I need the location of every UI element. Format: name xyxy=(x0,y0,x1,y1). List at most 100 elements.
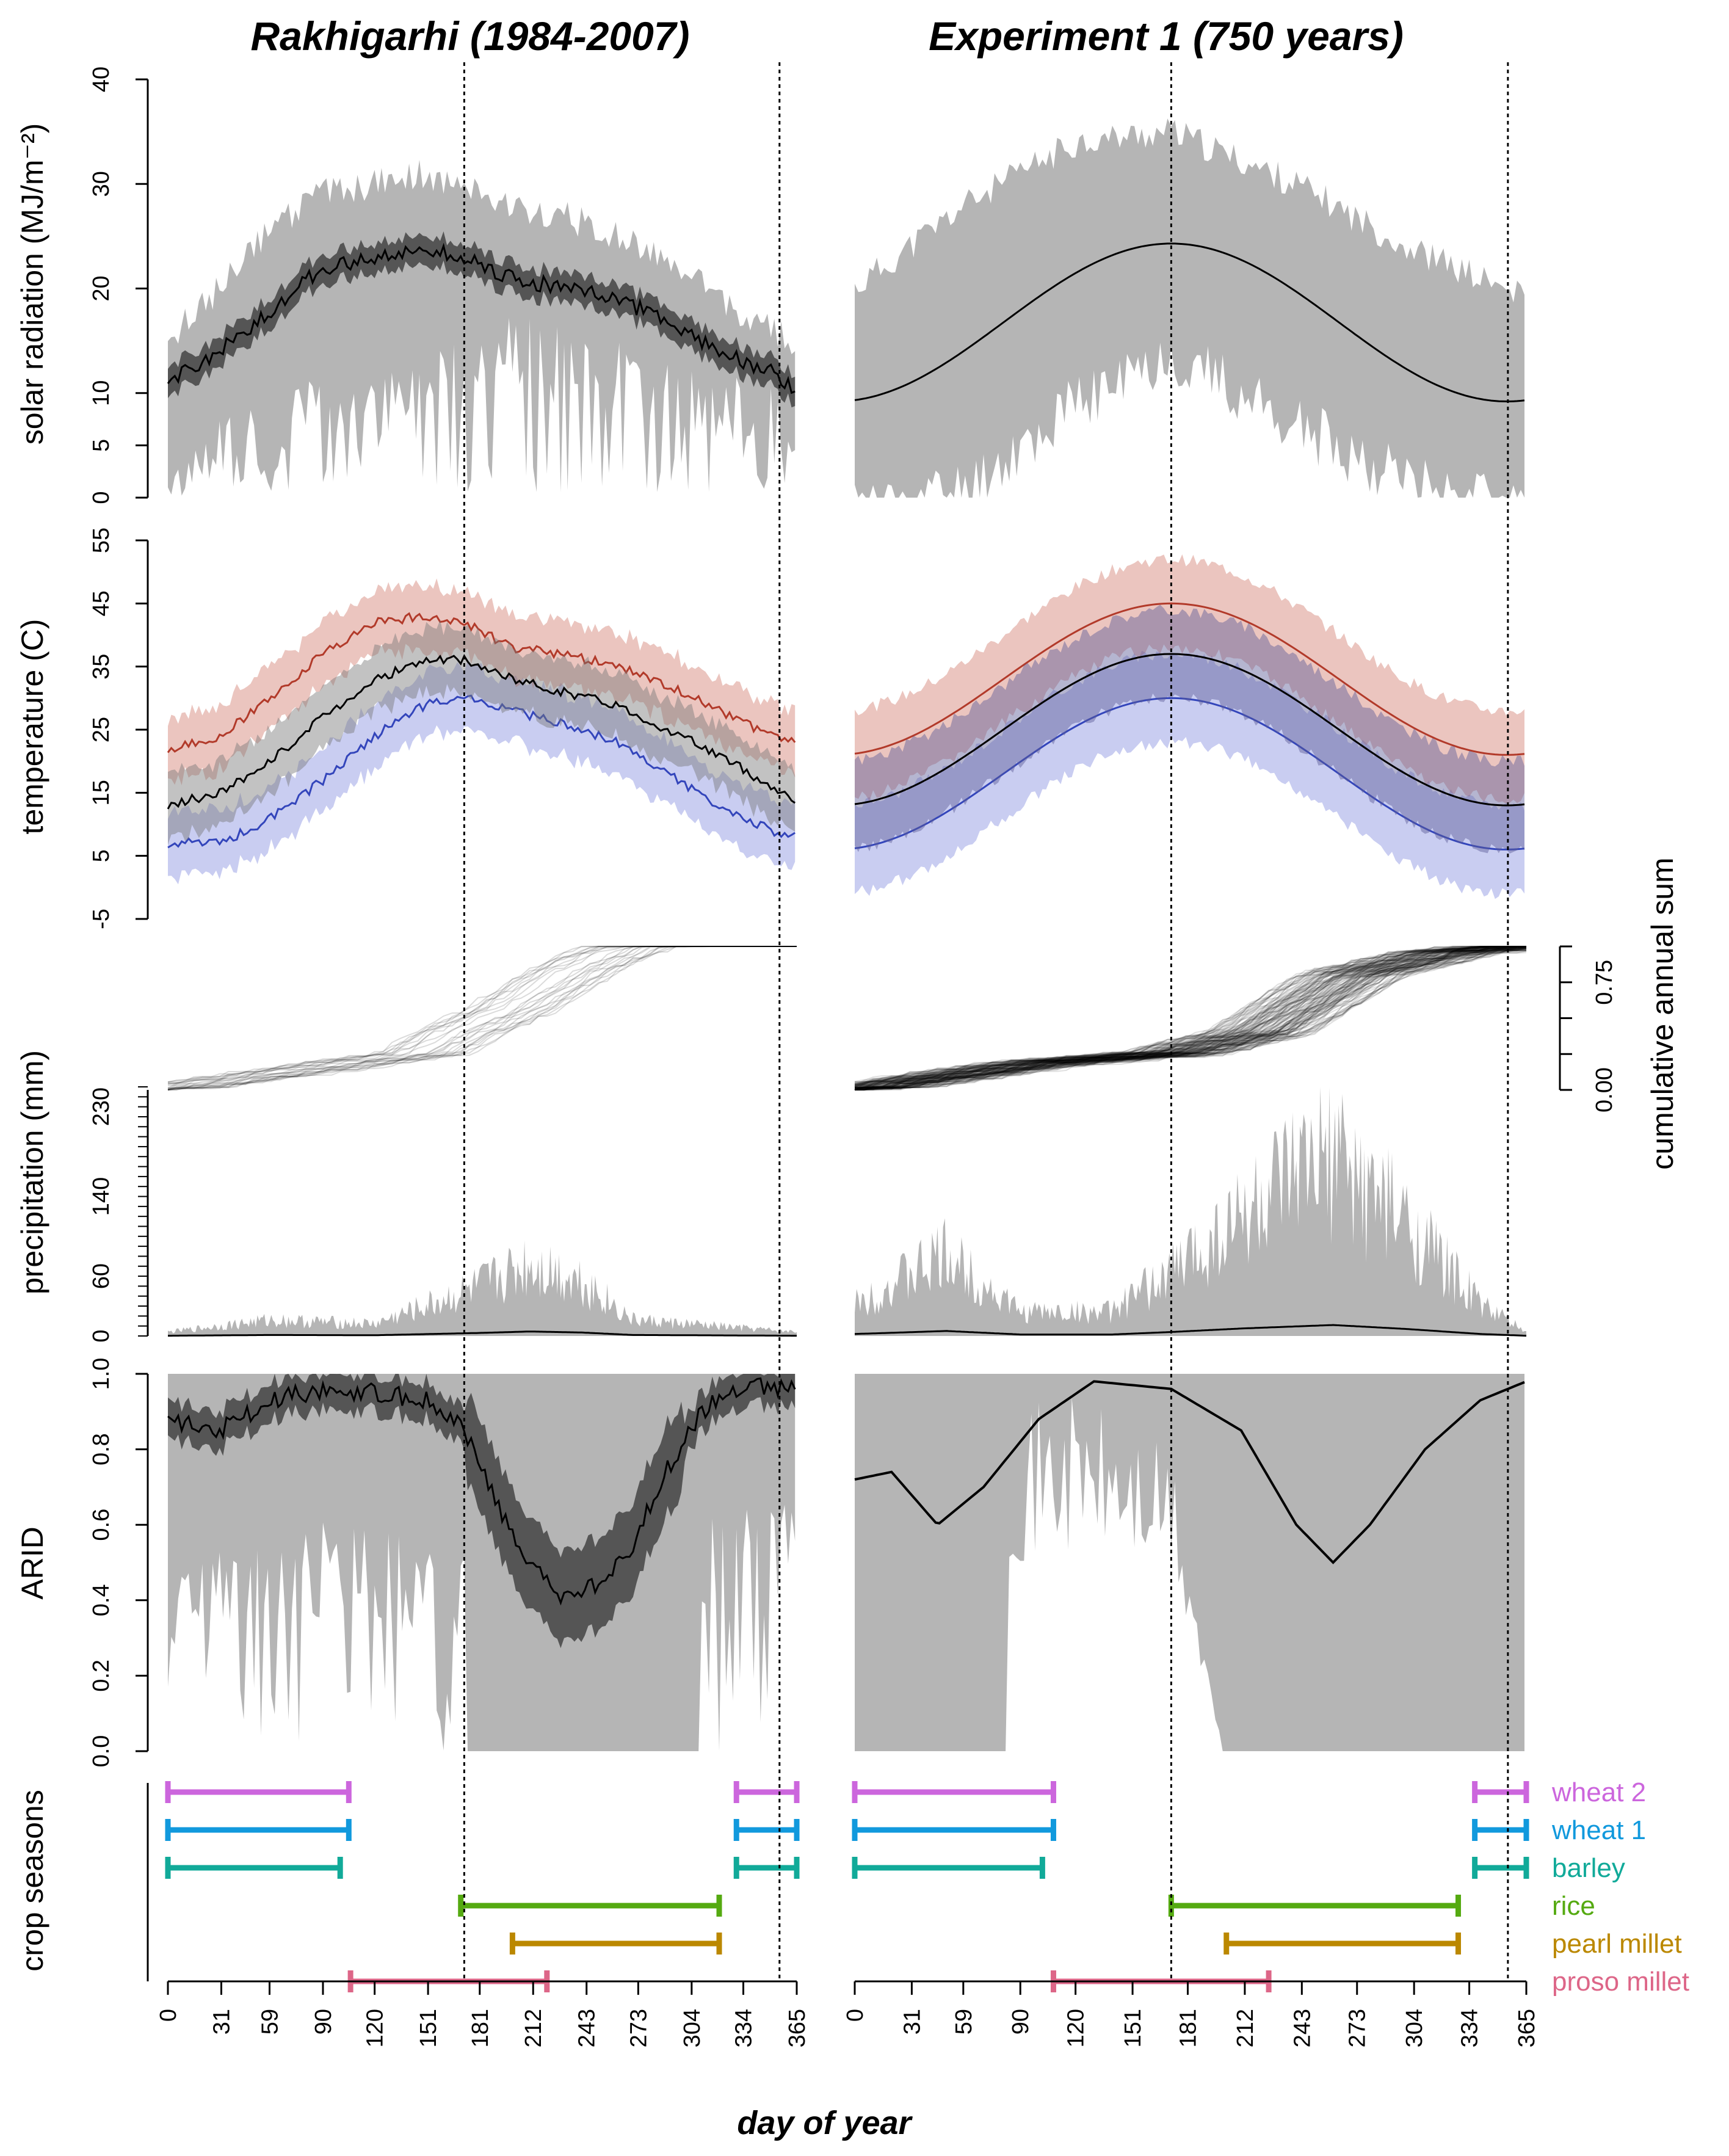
solar-tick-label: 0 xyxy=(89,491,114,504)
crop-label-pearl-millet: pearl millet xyxy=(1552,1929,1682,1959)
solar-rakhigarhi-mean-line xyxy=(167,242,796,394)
precipitation-experiment-cumulative-line xyxy=(854,946,1527,1091)
precipitation-experiment-cumulative-line xyxy=(855,946,1526,1091)
precipitation-experiment-mean-line xyxy=(854,1324,1527,1337)
precipitation-experiment-cumulative-line xyxy=(854,946,1526,1086)
x-tick-label-experiment: 31 xyxy=(899,2009,925,2034)
solar-tick-label: 10 xyxy=(89,380,114,406)
precipitation-experiment-cumulative-line xyxy=(855,946,1527,1089)
precipitation-experiment-cumulative-line xyxy=(854,947,1527,1091)
arid-tick-label: 0.6 xyxy=(89,1509,114,1541)
x-tick-label-experiment: 365 xyxy=(1514,2009,1540,2047)
precipitation-experiment-cumulative-line xyxy=(854,946,1526,1091)
precipitation-experiment-cumulative-line xyxy=(854,946,1526,1086)
solar-rakhigarhi-range xyxy=(168,159,796,496)
precipitation-experiment-cumulative-line xyxy=(855,946,1526,1090)
precipitation-experiment-cumulative-line xyxy=(854,946,1526,1083)
precipitation-experiment-cumulative-line xyxy=(854,946,1526,1091)
precipitation-experiment-cumulative-line xyxy=(854,946,1526,1085)
precipitation-experiment-cumulative-line xyxy=(854,946,1526,1089)
precipitation-experiment-cumulative-line xyxy=(855,946,1527,1090)
precipitation-experiment-cumulative-line xyxy=(854,946,1526,1086)
precipitation-experiment-cumulative-line xyxy=(854,946,1526,1091)
precipitation-experiment-cumulative-line xyxy=(854,946,1526,1091)
precipitation-rakhigarhi-cumulative-line xyxy=(167,946,797,1091)
x-tick-label-rakhigarhi: 243 xyxy=(575,2009,600,2047)
precipitation-rakhigarhi-cumulative-line xyxy=(167,946,797,1085)
precipitation-experiment-cumulative-line xyxy=(855,947,1527,1089)
precipitation-experiment-cumulative-line xyxy=(855,946,1527,1091)
precipitation-experiment-cumulative-line xyxy=(855,946,1526,1091)
precipitation-tick-label: 140 xyxy=(89,1177,114,1216)
precipitation-experiment-cumulative-line xyxy=(854,946,1526,1089)
precipitation-experiment-cumulative-line xyxy=(855,946,1526,1090)
crop-label-wheat-2: wheat 2 xyxy=(1551,1777,1646,1807)
precipitation-experiment-cumulative-line xyxy=(854,946,1526,1086)
precipitation-experiment-cumulative-line xyxy=(855,950,1526,1089)
precipitation-experiment-cumulative-line xyxy=(854,947,1527,1091)
precipitation-experiment-cumulative-line xyxy=(854,946,1526,1091)
x-tick-label-experiment: 212 xyxy=(1233,2009,1258,2047)
precipitation-experiment-cumulative-line xyxy=(855,947,1527,1089)
crop-label-barley: barley xyxy=(1552,1853,1625,1883)
temperature-rakhigarhi-tmin-band xyxy=(168,660,796,885)
solar-tick-label: 5 xyxy=(89,439,114,452)
precipitation-experiment-cumulative-line xyxy=(854,946,1527,1091)
precipitation-experiment-cumulative-line xyxy=(854,946,1527,1091)
precipitation-rakhigarhi-cumulative-line xyxy=(168,946,797,1089)
precipitation-experiment-cumulative-line xyxy=(855,946,1526,1084)
precipitation-experiment-cumulative-line xyxy=(854,948,1526,1091)
ylabel-precipitation: precipitation (mm) xyxy=(15,1050,49,1294)
precipitation-experiment-cumulative-line xyxy=(855,946,1526,1091)
precipitation-experiment-cumulative-line xyxy=(855,947,1527,1089)
precipitation-rakhigarhi-cumulative-line xyxy=(167,946,797,1083)
crop-label-proso-millet: proso millet xyxy=(1552,1967,1689,1997)
precipitation-experiment-cumulative-line xyxy=(854,947,1526,1091)
precipitation-experiment-cumulative-line xyxy=(854,946,1527,1091)
precipitation-experiment-cumulative-line xyxy=(854,946,1526,1087)
x-tick-label-experiment: 120 xyxy=(1064,2009,1089,2047)
solar-tick-label: 20 xyxy=(89,275,114,301)
precipitation-rakhigarhi-cumulative-line xyxy=(168,946,797,1086)
precipitation-experiment-cumulative-line xyxy=(855,948,1526,1088)
precipitation-experiment-cumulative-line xyxy=(855,946,1526,1086)
arid-experiment-range xyxy=(855,1374,1524,1751)
ylabel-crop-seasons: crop seasons xyxy=(15,1790,49,1971)
ylabel-cumulative: cumulative annual sum xyxy=(1645,857,1680,1169)
ylabel-temperature: temperature (C) xyxy=(15,619,49,835)
precipitation-experiment-cumulative-line xyxy=(855,946,1526,1089)
precipitation-rakhigarhi-daily-range xyxy=(168,1240,797,1336)
x-tick-label-rakhigarhi: 334 xyxy=(731,2009,757,2047)
precipitation-rakhigarhi-cumulative-line xyxy=(167,946,797,1091)
ylabel-solar: solar radiation (MJ/m⁻²) xyxy=(15,123,49,445)
precipitation-experiment-cumulative-line xyxy=(855,946,1527,1091)
precipitation-experiment-cumulative-line xyxy=(854,946,1527,1091)
precipitation-experiment-cumulative-line xyxy=(855,948,1526,1089)
precipitation-rakhigarhi-cumulative-line xyxy=(167,946,797,1091)
precipitation-experiment-cumulative-line xyxy=(854,946,1527,1091)
precipitation-experiment-cumulative-line xyxy=(855,947,1526,1088)
precipitation-experiment-cumulative-line xyxy=(855,946,1526,1083)
precipitation-rakhigarhi-cumulative-line xyxy=(167,946,797,1091)
precipitation-experiment-cumulative-line xyxy=(854,946,1526,1087)
solar-experiment-mean-line xyxy=(854,242,1525,402)
precipitation-rakhigarhi-mean-line xyxy=(168,1330,797,1337)
precipitation-experiment-cumulative-line xyxy=(855,946,1526,1091)
precipitation-experiment-cumulative-line xyxy=(855,946,1526,1089)
precipitation-experiment-cumulative-line xyxy=(855,946,1527,1091)
precipitation-experiment-cumulative-line xyxy=(855,947,1526,1089)
precipitation-rakhigarhi-cumulative-line xyxy=(167,946,797,1091)
crop-label-rice: rice xyxy=(1552,1891,1595,1921)
precipitation-experiment-cumulative-line xyxy=(855,946,1526,1089)
x-tick-label-experiment: 243 xyxy=(1289,2009,1315,2047)
precipitation-experiment-cumulative-line xyxy=(854,946,1526,1091)
precipitation-rakhigarhi-cumulative-line xyxy=(167,946,797,1091)
precipitation-experiment-cumulative-line xyxy=(854,948,1527,1090)
x-tick-label-rakhigarhi: 181 xyxy=(468,2009,493,2047)
x-tick-label-rakhigarhi: 365 xyxy=(785,2009,810,2047)
precipitation-experiment-cumulative-line xyxy=(854,946,1526,1091)
precipitation-experiment-cumulative-line xyxy=(854,946,1526,1088)
precipitation-experiment-cumulative-line xyxy=(854,946,1526,1084)
